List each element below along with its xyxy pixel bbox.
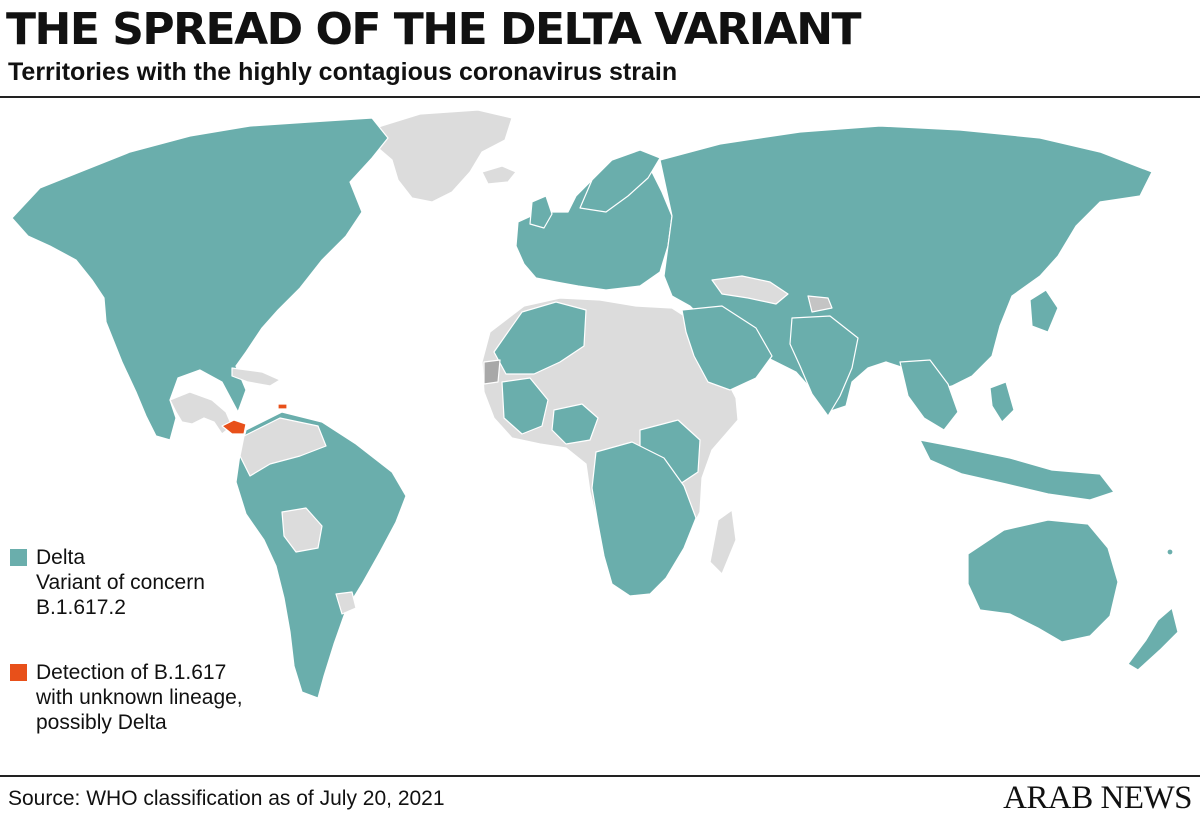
region-south-america: [235, 411, 407, 699]
region-sa-north-nodata: [239, 417, 327, 477]
region-bolivia: [281, 507, 323, 553]
region-southern-africa: [591, 441, 697, 597]
region-greenland: [374, 109, 513, 203]
region-caribbean-detection: [277, 403, 288, 410]
region-central-america: [169, 391, 233, 435]
region-north-america: [11, 117, 389, 441]
region-uruguay: [335, 591, 357, 615]
header-divider: [0, 96, 1200, 98]
source-note: Source: WHO classification as of July 20…: [8, 787, 445, 810]
map-title: THE SPREAD OF THE DELTA VARIANT: [6, 4, 862, 55]
region-caribbean: [231, 367, 281, 387]
region-new-zealand: [1127, 607, 1179, 671]
region-scandinavia: [579, 149, 661, 213]
region-madagascar: [709, 509, 737, 575]
region-india: [789, 315, 859, 417]
region-central-asia-nodata: [711, 275, 789, 305]
arab-news-logo: ARAB NEWS: [1003, 780, 1192, 816]
footer-divider: [0, 775, 1200, 777]
legend-swatch-delta: [10, 549, 27, 566]
region-southeast-asia: [899, 359, 959, 431]
region-arabia: [681, 305, 773, 391]
world-map: [11, 109, 1179, 699]
legend-swatch-unknown-lineage: [10, 664, 27, 681]
region-west-africa: [501, 377, 549, 435]
region-iceland: [481, 165, 517, 185]
region-maghreb: [493, 301, 587, 375]
region-philippines: [989, 381, 1015, 423]
region-australia: [967, 519, 1119, 643]
region-indonesia: [919, 439, 1115, 501]
region-uk: [529, 195, 553, 229]
region-japan: [1029, 289, 1059, 333]
legend-label-delta: Delta Variant of concern B.1.617.2: [36, 546, 205, 619]
region-western-sahara: [483, 359, 501, 385]
map-subtitle: Territories with the highly contagious c…: [8, 58, 678, 86]
region-panama: [221, 419, 247, 435]
region-nepal: [807, 295, 833, 313]
legend-label-unknown-lineage: Detection of B.1.617 with unknown lineag…: [36, 661, 243, 734]
region-pacific-island: [1166, 548, 1174, 556]
region-nigeria: [551, 403, 599, 445]
